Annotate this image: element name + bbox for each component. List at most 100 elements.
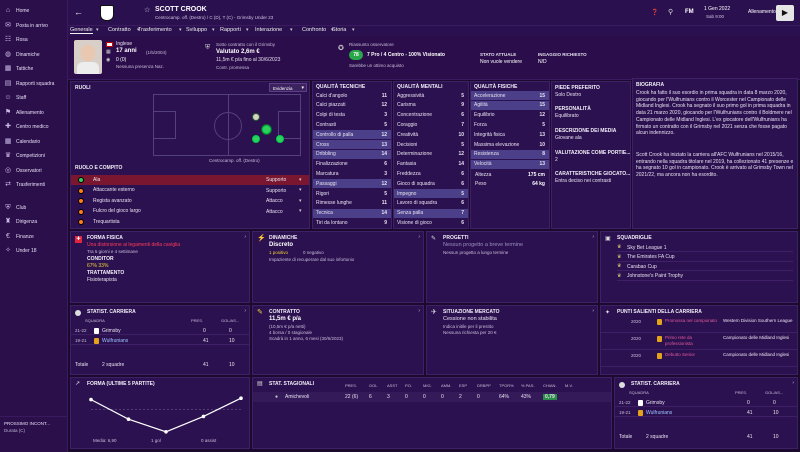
sidebar-item-5[interactable]: ▤ Rapporti squadra	[0, 77, 67, 92]
attribute-value: 15	[539, 92, 545, 99]
sidebar-item-15[interactable]: € Finanze	[0, 230, 67, 245]
contract-panel[interactable]: ✎ CONTRATTO › 11,5m € p/a (10,5m € p/a n…	[252, 305, 424, 375]
next-match-panel[interactable]: PROSSIMO INCONT... Durata (C)	[0, 416, 68, 452]
dynamics-negative: 0 negativo	[303, 250, 324, 255]
trophy-row[interactable]: ♛ Johnstone's Paint Trophy	[617, 272, 793, 281]
sidebar-item-10[interactable]: ♛ Competizioni	[0, 149, 67, 164]
club-icon: ⛨	[5, 203, 11, 211]
tab-7[interactable]: Storia	[332, 27, 347, 33]
career-team[interactable]: Wulfrunians	[646, 409, 673, 416]
sidebar-item-9[interactable]: ▦ Calendario	[0, 135, 67, 150]
role-duty[interactable]: Attacco	[266, 198, 283, 204]
career-team[interactable]: Grimsby	[646, 399, 665, 406]
position-dot-mc[interactable]	[252, 113, 260, 121]
continue-label[interactable]: Allenamento	[748, 9, 776, 15]
season-value: 3	[387, 394, 390, 400]
tab-6[interactable]: Confronto	[302, 27, 327, 33]
attribute-name: Tiri da lontano	[316, 219, 348, 226]
tab-0[interactable]: Generale	[70, 27, 93, 34]
sidebar-item-7[interactable]: ⚑ Allenamento	[0, 106, 67, 121]
season-row[interactable]: ● Amichevoli 22 (6) 6 3 0 0 0 2 0 64% 43% 0,79	[253, 392, 611, 402]
fm-menu-icon[interactable]: FM	[685, 9, 694, 15]
trophies-icon: ▣	[605, 236, 611, 242]
role-duty[interactable]: Supporto	[266, 187, 287, 194]
attribute-row: Coraggio 7	[394, 120, 468, 129]
fitness-panel[interactable]: ✚ FORMA FISICA › Una distorsione ai lega…	[70, 231, 250, 303]
highlight-row[interactable]: 2020 Debutto Senior Campionato delle Midla…	[601, 351, 797, 367]
sidebar-item-11[interactable]: ◎ Osservatori	[0, 164, 67, 179]
sidebar-item-0[interactable]: ⌂ Home	[0, 4, 67, 19]
position-dot-ar[interactable]	[276, 135, 284, 143]
attribute-value: 9	[384, 219, 387, 226]
continue-button[interactable]: ▶	[776, 5, 794, 21]
sidebar-item-1[interactable]: ✉ Posta in arrivo	[0, 19, 67, 34]
attribute-row: Rigori 5	[313, 189, 391, 198]
search-icon[interactable]: ⚲	[668, 9, 674, 16]
career-apps: 41	[203, 337, 209, 344]
chevron-right-icon: ›	[418, 308, 420, 314]
trophy-row[interactable]: ♛ Sky Bet League 1	[617, 243, 793, 252]
attribute-value: 6	[461, 170, 464, 177]
career-goals: 0	[773, 399, 776, 406]
career-team[interactable]: Grimsby	[102, 327, 121, 334]
highlight-competition: Campionato delle Midland Inglesi	[723, 352, 790, 357]
sidebar-item-12[interactable]: ⇄ Trasferimenti	[0, 178, 67, 193]
attribute-value: 9	[461, 102, 464, 109]
tab-5[interactable]: Interazione	[255, 27, 283, 33]
sidebar-item-3[interactable]: ◍ Dinamiche	[0, 48, 67, 63]
trophy-row[interactable]: ♛ The Emirates FA Cup	[617, 253, 793, 262]
back-icon[interactable]: ←	[74, 7, 83, 17]
sidebar-item-2[interactable]: ☷ Rosa	[0, 33, 67, 48]
attribute-name: Agilità	[474, 102, 488, 109]
career-stats-panel-2[interactable]: STATIST. CARRIERA › SQUADRA PRES. GOL/AS..…	[614, 377, 798, 449]
career-row[interactable]: 19-21 Wulfrunians 41 10	[71, 336, 249, 345]
role-row[interactable]: Attaccante esterno Supporto ▾	[71, 186, 309, 196]
position-dot-amc[interactable]	[252, 135, 260, 143]
form-point[interactable]	[201, 414, 206, 419]
position-dot-amr[interactable]	[262, 125, 271, 134]
career-row[interactable]: 21-22 Grimsby 0 0	[71, 326, 249, 335]
form-point[interactable]	[239, 396, 243, 400]
projects-panel[interactable]: ✎ PROGETTI › Nessun progetto a breve ter…	[426, 231, 598, 303]
form-point[interactable]	[164, 430, 168, 434]
career-stats-panel[interactable]: STATIST. CARRIERA › SQUADRA PRES. GOL/AS..…	[70, 305, 250, 375]
role-duty[interactable]: Supporto	[266, 177, 287, 183]
sidebar-item-4[interactable]: ▦ Tattiche	[0, 62, 67, 77]
tab-1[interactable]: Contratto	[108, 27, 131, 33]
form-point[interactable]	[126, 417, 131, 421]
caps: 0 (0)	[116, 56, 127, 63]
career-row[interactable]: 19-21 Wulfrunians 41 10	[615, 408, 797, 417]
career-highlights-panel[interactable]: ✦ PUNTI SALIENTI DELLA CARRIERA 2020 Prom…	[600, 305, 798, 375]
highlight-select[interactable]: Evidenzia ▾	[269, 83, 307, 92]
career-row[interactable]: 21-22 Grimsby 0 0	[615, 398, 797, 407]
tab-2[interactable]: Trasferimento	[138, 27, 172, 33]
trophy-icon: ♛	[617, 272, 622, 279]
sidebar-item-13[interactable]: ⛨ Club	[0, 201, 67, 216]
role-row[interactable]: Trequartista	[71, 217, 309, 227]
sidebar-item-16[interactable]: ✧ Under 18	[0, 244, 67, 259]
role-row[interactable]: Regista avanzato Attacco ▾	[71, 196, 309, 206]
dynamics-panel[interactable]: ⚡ DINAMICHE › Discreto 1 positivo 0 nega…	[252, 231, 424, 303]
highlight-row[interactable]: 2020 Primo rete da professionista Campiona…	[601, 334, 797, 350]
form-point[interactable]	[89, 397, 93, 402]
highlight-row[interactable]: 2020 Promossa nel campionato Western Divis…	[601, 317, 797, 333]
ingaggio-label: INGAGGIO RICHIESTO	[538, 52, 587, 57]
star-icon[interactable]: ☆	[144, 7, 151, 14]
career-team[interactable]: Wulfrunians	[102, 337, 129, 344]
role-row[interactable]: Ala Supporto ▾	[71, 175, 309, 185]
trophies-panel[interactable]: ▣ SQUADRIGLIE ♛ Sky Bet League 1 ♛ The Emir…	[600, 231, 798, 303]
form-panel[interactable]: ↗ FORMA (ULTIME 5 PARTITE) Media: 6,90 1…	[70, 377, 250, 449]
trophy-row[interactable]: ♛ Carabao Cup	[617, 262, 793, 271]
tab-4[interactable]: Rapporti	[220, 27, 241, 33]
tab-3[interactable]: Sviluppo	[186, 27, 208, 33]
attribute-name: Calci piazzati	[316, 102, 346, 109]
attribute-row: Rimesse lunghe 11	[313, 199, 391, 208]
sidebar-item-8[interactable]: ✚ Centro medico	[0, 120, 67, 135]
market-panel[interactable]: ✈ SITUAZIONE MERCATO › Cessione non stab…	[426, 305, 598, 375]
season-stats-panel[interactable]: ▤ STAT. STAGIONALI PRES. GOL ASST P.D. MIG. A…	[252, 377, 612, 449]
role-duty[interactable]: Attacco	[266, 208, 283, 215]
sidebar-item-6[interactable]: ☺ Staff	[0, 91, 67, 106]
sidebar-item-14[interactable]: ♜ Dirigenza	[0, 215, 67, 230]
help-icon[interactable]: ❓	[651, 10, 659, 16]
role-row[interactable]: Fulcro del gioco largo Attacco ▾	[71, 207, 309, 217]
